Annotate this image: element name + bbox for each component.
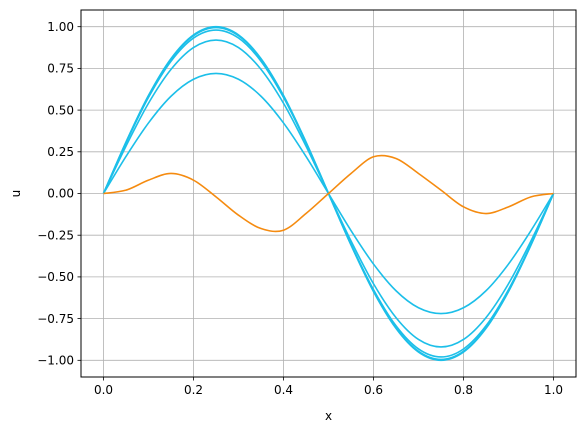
- series-line-6: [103, 154, 554, 233]
- series-lines: [102, 25, 555, 362]
- y-tick-label: 0.50: [47, 103, 74, 117]
- x-tick-label: 0.8: [454, 383, 473, 397]
- y-tick-label: −1.00: [37, 354, 74, 368]
- y-tick-label: 0.25: [47, 145, 74, 159]
- axis-ticks: 0.0 0.2 0.4 0.6 0.8 1.0 1.00 0.75 0.50 0.25 0.00 −0…: [37, 20, 563, 397]
- y-tick-label: 1.00: [47, 20, 74, 34]
- x-tick-label: 0.2: [184, 383, 203, 397]
- y-tick-label: 0.00: [47, 187, 74, 201]
- x-tick-label: 1.0: [544, 383, 563, 397]
- y-tick-label: 0.75: [47, 62, 74, 76]
- y-axis-label: u: [9, 190, 23, 198]
- y-tick-label: −0.75: [37, 312, 74, 326]
- x-tick-label: 0.0: [94, 383, 113, 397]
- y-tick-label: −0.50: [37, 270, 74, 284]
- x-tick-label: 0.6: [364, 383, 383, 397]
- x-axis-label: x: [325, 409, 332, 423]
- x-tick-label: 0.4: [274, 383, 293, 397]
- y-tick-label: −0.25: [37, 228, 74, 242]
